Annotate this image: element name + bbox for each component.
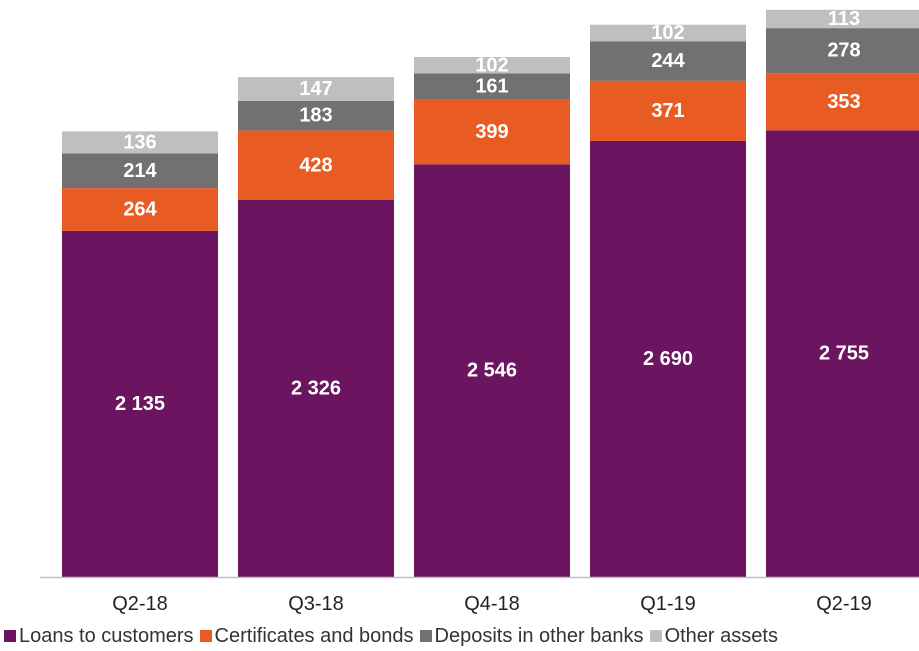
value-label-other-assets-q1-19: 102	[651, 22, 684, 44]
bar-deposits-in-other-banks-q2-19	[766, 28, 919, 74]
bar-other-assets-q2-18	[62, 131, 218, 154]
legend-label-certificates-and-bonds: Certificates and bonds	[214, 624, 414, 647]
bars-layer	[62, 9, 919, 578]
value-label-certificates-and-bonds-q3-18: 428	[299, 154, 332, 176]
value-label-certificates-and-bonds-q1-19: 371	[651, 100, 684, 122]
legend: Loans to customers Certificates and bonds…	[4, 622, 919, 650]
bar-deposits-in-other-banks-q4-18	[414, 73, 570, 100]
value-label-deposits-in-other-banks-q2-19: 278	[827, 40, 860, 62]
value-label-loans-to-customers-q2-19: 2 755	[819, 343, 869, 365]
x-tick-label-q3-18: Q3-18	[288, 593, 344, 615]
value-label-deposits-in-other-banks-q3-18: 183	[299, 105, 332, 127]
bar-loans-to-customers-q4-18	[414, 164, 570, 577]
value-label-certificates-and-bonds-q2-18: 264	[123, 199, 157, 221]
legend-label-deposits-in-other-banks: Deposits in other banks	[434, 624, 644, 647]
x-tick-label-q2-19: Q2-19	[816, 593, 872, 615]
legend-label-loans-to-customers: Loans to customers	[19, 624, 194, 647]
bar-loans-to-customers-q3-18	[238, 199, 394, 578]
legend-item-deposits-in-other-banks: Deposits in other banks	[419, 624, 644, 648]
legend-label-other-assets: Other assets	[664, 624, 778, 647]
value-label-loans-to-customers-q1-19: 2 690	[643, 348, 693, 370]
legend-item-certificates-and-bonds: Certificates and bonds	[199, 624, 414, 648]
x-tick-labels: Q2-18 Q3-18 Q4-18 Q1-19 Q2-19	[112, 593, 872, 615]
legend-swatch-certificates-and-bonds	[199, 630, 212, 642]
value-label-certificates-and-bonds-q4-18: 399	[475, 121, 508, 143]
value-label-certificates-and-bonds-q2-19: 353	[827, 91, 860, 113]
bar-loans-to-customers-q2-19	[766, 130, 919, 578]
bar-certificates-and-bonds-q3-18	[238, 130, 394, 200]
value-label-loans-to-customers-q2-18: 2 135	[115, 393, 165, 415]
value-label-deposits-in-other-banks-q2-18: 214	[123, 160, 157, 182]
bar-deposits-in-other-banks-q3-18	[238, 100, 394, 131]
value-label-deposits-in-other-banks-q4-18: 161	[475, 76, 508, 98]
value-label-deposits-in-other-banks-q1-19: 244	[651, 50, 685, 72]
legend-item-loans-to-customers: Loans to customers	[4, 625, 194, 648]
bar-other-assets-q1-19	[590, 24, 746, 42]
bar-loans-to-customers-q1-19	[590, 140, 746, 578]
value-label-other-assets-q3-18: 147	[299, 78, 332, 100]
value-label-other-assets-q2-18: 136	[123, 131, 156, 153]
bar-certificates-and-bonds-q2-19	[766, 73, 919, 131]
x-tick-label-q4-18: Q4-18	[464, 593, 520, 615]
bar-certificates-and-bonds-q4-18	[414, 99, 570, 165]
value-label-other-assets-q2-19: 113	[828, 8, 860, 30]
bar-deposits-in-other-banks-q1-19	[590, 41, 746, 81]
bar-loans-to-customers-q2-18	[62, 230, 218, 577]
bar-certificates-and-bonds-q1-19	[590, 80, 746, 141]
value-label-other-assets-q4-18: 102	[475, 54, 508, 76]
x-tick-label-q2-18: Q2-18	[112, 593, 168, 615]
legend-swatch-loans-to-customers	[4, 630, 16, 642]
value-label-loans-to-customers-q3-18: 2 326	[291, 377, 341, 399]
value-label-loans-to-customers-q4-18: 2 546	[467, 360, 517, 382]
bar-other-assets-q2-19	[766, 9, 919, 29]
bar-certificates-and-bonds-q2-18	[62, 188, 218, 231]
legend-swatch-other-assets	[649, 630, 662, 642]
legend-item-other-assets: Other assets	[649, 624, 778, 648]
bar-other-assets-q3-18	[238, 77, 394, 101]
bar-other-assets-q4-18	[414, 56, 570, 74]
legend-swatch-deposits-in-other-banks	[419, 630, 432, 642]
bar-deposits-in-other-banks-q2-18	[62, 153, 218, 189]
x-tick-label-q1-19: Q1-19	[640, 593, 696, 615]
